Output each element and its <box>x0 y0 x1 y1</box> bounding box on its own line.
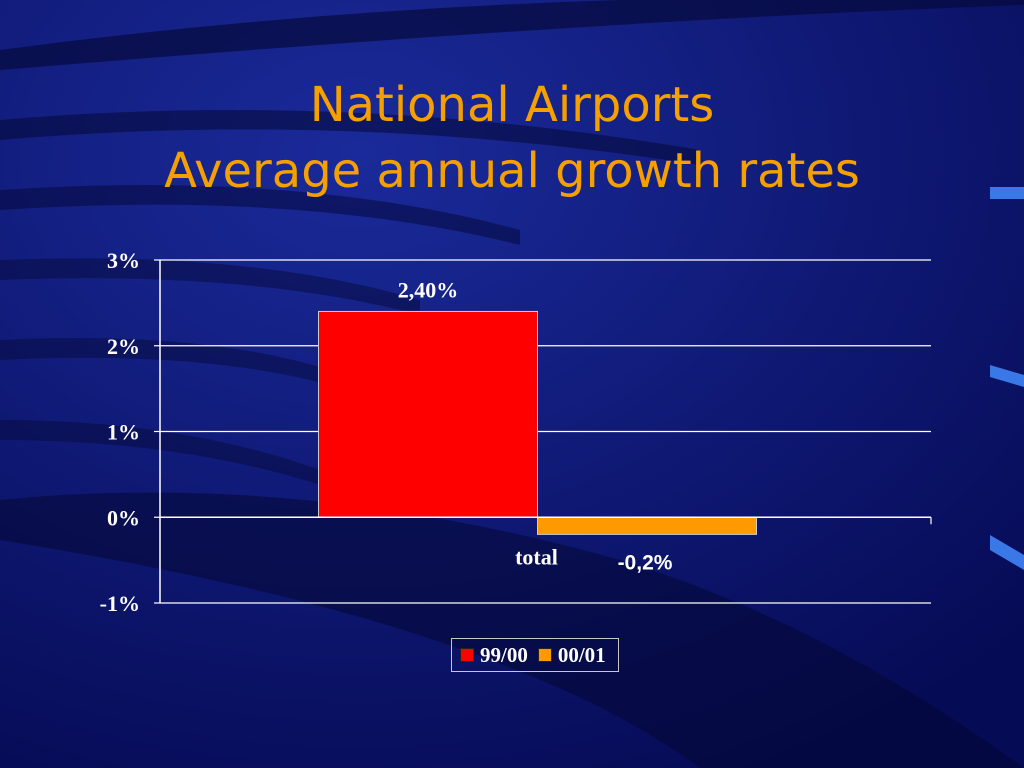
data-label-99-00: 2,40% <box>398 277 459 302</box>
y-tick-label: -1% <box>100 591 140 616</box>
x-category-label: total <box>515 544 558 569</box>
legend-item-series-1: 99/00 <box>460 643 528 668</box>
title-line-2: Average annual growth rates <box>164 143 860 199</box>
bar-99-00 <box>318 310 538 518</box>
decorative-stripes <box>990 187 1024 570</box>
legend-item-series-2: 00/01 <box>537 642 606 668</box>
title-line-1: National Airports <box>309 77 715 133</box>
y-tick-label: 1% <box>107 420 140 445</box>
legend-label-series-1: 99/00 <box>480 642 528 667</box>
slide-title: National Airports Average annual growth … <box>0 72 1024 204</box>
y-tick-label: 3% <box>107 248 140 273</box>
y-tick-label: 0% <box>107 505 140 530</box>
legend-swatch-series-2 <box>537 648 552 662</box>
y-axis-tick-labels: 3% 2% 1% 0% -1% <box>100 248 140 616</box>
data-label-00-01: -0,2% <box>618 551 673 574</box>
chart-legend: 99/00 00/01 <box>451 638 619 672</box>
legend-label-series-2: 00/01 <box>557 642 606 667</box>
data-labels: 2,40% -0,2% total <box>398 277 673 574</box>
axes <box>159 260 932 603</box>
y-tick-label: 2% <box>107 334 140 359</box>
bars <box>318 310 757 535</box>
bar-00-01 <box>537 516 757 535</box>
legend-swatch-series-1 <box>460 648 474 662</box>
